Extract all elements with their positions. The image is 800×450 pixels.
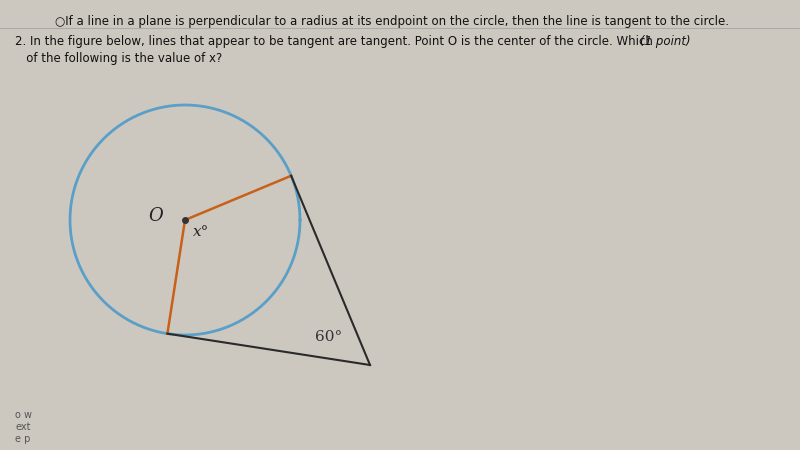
Text: of the following is the value of x?: of the following is the value of x? bbox=[15, 52, 222, 65]
Text: ○If a line in a plane is perpendicular to a radius at its endpoint on the circle: ○If a line in a plane is perpendicular t… bbox=[55, 15, 729, 28]
Text: 60°: 60° bbox=[315, 330, 342, 344]
Text: ext: ext bbox=[15, 422, 30, 432]
Text: o w: o w bbox=[15, 410, 32, 420]
Text: e p: e p bbox=[15, 434, 30, 444]
Text: (1 point): (1 point) bbox=[640, 35, 690, 48]
Text: 2. In the figure below, lines that appear to be tangent are tangent. Point O is : 2. In the figure below, lines that appea… bbox=[15, 35, 653, 48]
Text: O: O bbox=[148, 207, 163, 225]
Text: x°: x° bbox=[193, 225, 210, 239]
